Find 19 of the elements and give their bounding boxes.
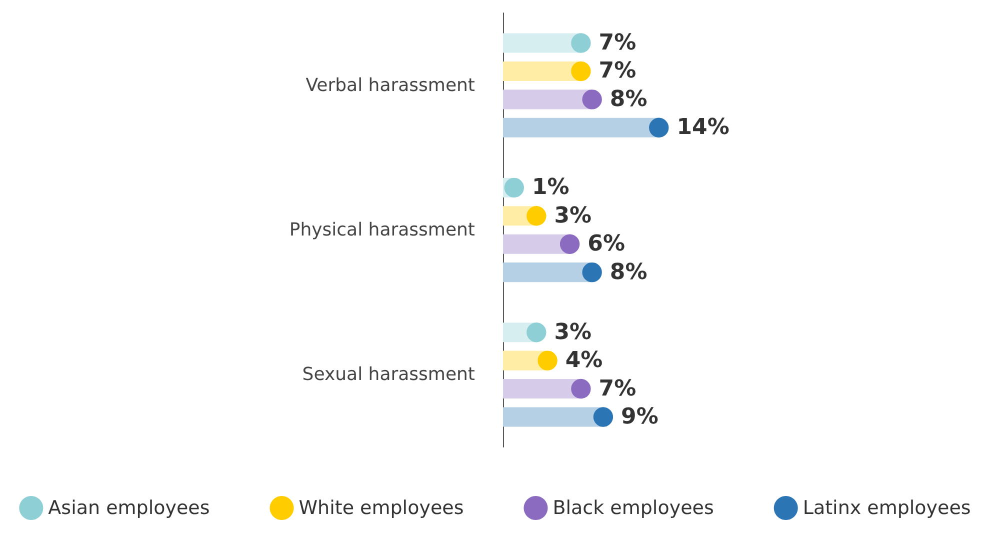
data-label: 3% [554,320,592,345]
legend-label: Latinx employees [802,497,971,519]
data-label: 4% [565,348,603,374]
data-label: 8% [610,260,648,285]
data-label: 8% [610,86,648,112]
y-tick-label: Sexual harassment [302,364,475,386]
data-label: 3% [554,203,592,228]
data-label: 9% [621,404,658,430]
data-label: 1% [532,175,570,200]
legend-label: Asian employees [48,497,210,519]
data-label: 14% [676,115,730,140]
y-tick-label: Verbal harassment [306,74,475,96]
data-label: 6% [588,232,625,257]
data-label: 7% [598,30,636,56]
data-label: 7% [598,376,636,402]
legend-label: White employees [298,497,464,519]
legend-label: Black employees [552,497,714,519]
y-tick-label: Physical harassment [289,220,475,240]
data-label: 7% [598,58,636,84]
